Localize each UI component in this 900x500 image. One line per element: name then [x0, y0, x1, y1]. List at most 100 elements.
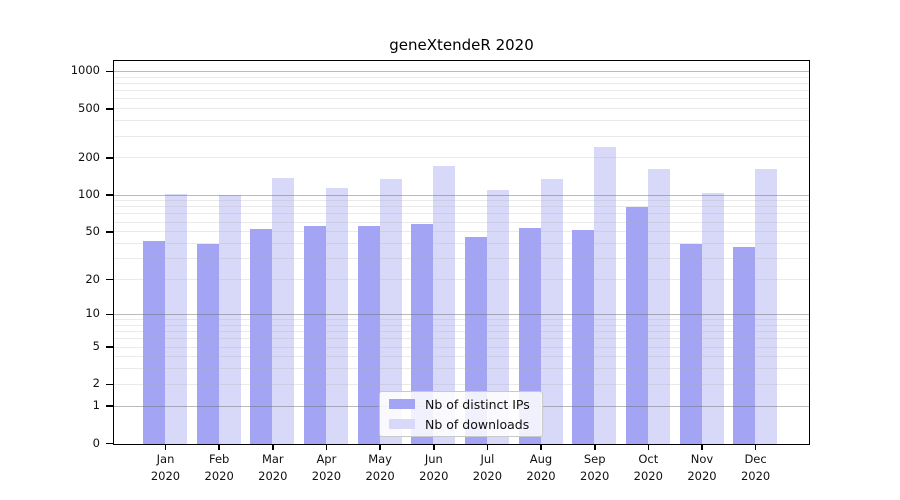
x-tick-label-nov: Nov 2020 — [672, 451, 732, 484]
year-label: 2020 — [419, 468, 449, 483]
minor-gridline-500 — [114, 108, 809, 110]
y-tick-label-2: 2 — [92, 376, 100, 391]
y-tick-100 — [106, 194, 113, 196]
legend-label-downloads: Nb of downloads — [425, 416, 530, 432]
year-label: 2020 — [472, 468, 503, 483]
minor-gridline-900 — [114, 76, 809, 78]
year-label: 2020 — [633, 468, 663, 483]
x-tick-label-sep: Sep 2020 — [565, 451, 625, 484]
bar-distinct-ips-jun — [411, 224, 434, 444]
y-tick-label-0: 0 — [92, 435, 100, 450]
minor-gridline-300 — [114, 135, 809, 137]
y-tick-label-100: 100 — [78, 187, 100, 201]
bar-downloads-aug — [540, 179, 563, 444]
bar-downloads-may — [379, 178, 402, 444]
minor-gridline-200 — [114, 157, 809, 159]
month-label: Mar — [261, 452, 284, 466]
x-tick-apr — [325, 445, 328, 450]
bar-distinct-ips-aug — [518, 228, 541, 444]
bar-downloads-dec — [755, 168, 778, 444]
x-tick-jul — [486, 445, 489, 450]
minor-gridline-800 — [114, 82, 809, 84]
bar-distinct-ips-mar — [250, 229, 273, 444]
month-label: Oct — [638, 452, 659, 466]
x-tick-label-apr: Apr 2020 — [296, 451, 356, 484]
minor-gridline-60 — [114, 221, 809, 223]
minor-gridline-700 — [114, 90, 809, 92]
x-tick-mar — [272, 445, 274, 450]
x-tick-dec — [754, 445, 757, 450]
bar-downloads-jun — [433, 165, 456, 444]
y-tick-1000 — [106, 70, 113, 73]
bar-distinct-ips-jan — [143, 241, 165, 444]
y-tick-label-200: 200 — [78, 149, 100, 164]
legend-row-downloads: Nb of downloads — [389, 417, 533, 432]
x-tick-label-jul: Jul 2020 — [457, 451, 517, 484]
x-tick-oct — [647, 445, 650, 450]
x-tick-label-jan: Jan 2020 — [136, 451, 196, 484]
year-label: 2020 — [687, 468, 717, 483]
x-tick-feb — [218, 445, 220, 450]
month-label: Dec — [744, 452, 767, 466]
bar-distinct-ips-oct — [625, 206, 648, 444]
y-tick-label-50: 50 — [85, 223, 100, 238]
x-tick-label-jun: Jun 2020 — [404, 451, 464, 484]
x-tick-jan — [164, 445, 167, 450]
minor-gridline-2 — [114, 383, 809, 385]
minor-gridline-40 — [114, 243, 809, 244]
bar-downloads-nov — [701, 193, 724, 444]
minor-gridline-70 — [114, 213, 809, 215]
bar-downloads-oct — [647, 169, 670, 444]
y-tick-20 — [106, 278, 113, 281]
bar-distinct-ips-nov — [679, 244, 702, 444]
x-tick-nov — [701, 445, 703, 450]
major-gridline-100 — [114, 194, 809, 196]
year-label: 2020 — [526, 468, 556, 483]
bar-distinct-ips-sep — [572, 230, 595, 444]
y-tick-500 — [106, 108, 113, 110]
year-label: 2020 — [365, 468, 395, 483]
x-tick-label-feb: Feb 2020 — [189, 451, 249, 484]
minor-gridline-6 — [114, 338, 809, 340]
month-label: Feb — [209, 452, 230, 466]
bar-distinct-ips-dec — [733, 246, 756, 444]
minor-gridline-90 — [114, 200, 809, 202]
bar-downloads-apr — [325, 188, 348, 444]
month-label: Jul — [480, 452, 495, 466]
minor-gridline-600 — [114, 98, 809, 100]
minor-gridline-4 — [114, 356, 809, 358]
month-label: Apr — [316, 452, 337, 466]
y-tick-0 — [106, 442, 113, 445]
year-label: 2020 — [258, 468, 288, 483]
bar-downloads-jan — [165, 193, 187, 444]
plot-area — [113, 60, 810, 445]
bar-distinct-ips-apr — [303, 226, 326, 444]
bar-distinct-ips-feb — [196, 244, 219, 444]
major-gridline-10 — [114, 313, 809, 315]
y-tick-5 — [106, 346, 113, 348]
legend-swatch-downloads — [389, 419, 415, 429]
legend-label-distinct-ips: Nb of distinct IPs — [425, 396, 530, 412]
minor-gridline-3 — [114, 368, 809, 370]
x-tick-label-may: May 2020 — [350, 451, 410, 484]
chart-title: geneXtendeR 2020 — [389, 36, 534, 54]
bar-downloads-mar — [272, 178, 295, 444]
y-tick-2 — [106, 383, 113, 386]
bar-downloads-jul — [486, 190, 509, 444]
year-label: 2020 — [580, 468, 610, 483]
minor-gridline-5 — [114, 346, 809, 348]
x-tick-label-mar: Mar 2020 — [243, 451, 303, 484]
minor-gridline-30 — [114, 258, 809, 260]
y-tick-label-1: 1 — [92, 398, 100, 413]
bar-downloads-feb — [218, 194, 241, 444]
y-tick-label-500: 500 — [78, 100, 100, 115]
x-tick-label-dec: Dec 2020 — [726, 451, 786, 484]
minor-gridline-20 — [114, 279, 809, 280]
month-label: Aug — [529, 452, 553, 466]
y-tick-label-5: 5 — [92, 339, 100, 353]
month-label: Jan — [156, 452, 175, 466]
y-tick-10 — [106, 313, 113, 316]
bar-downloads-sep — [594, 146, 617, 444]
x-tick-sep — [594, 445, 596, 450]
